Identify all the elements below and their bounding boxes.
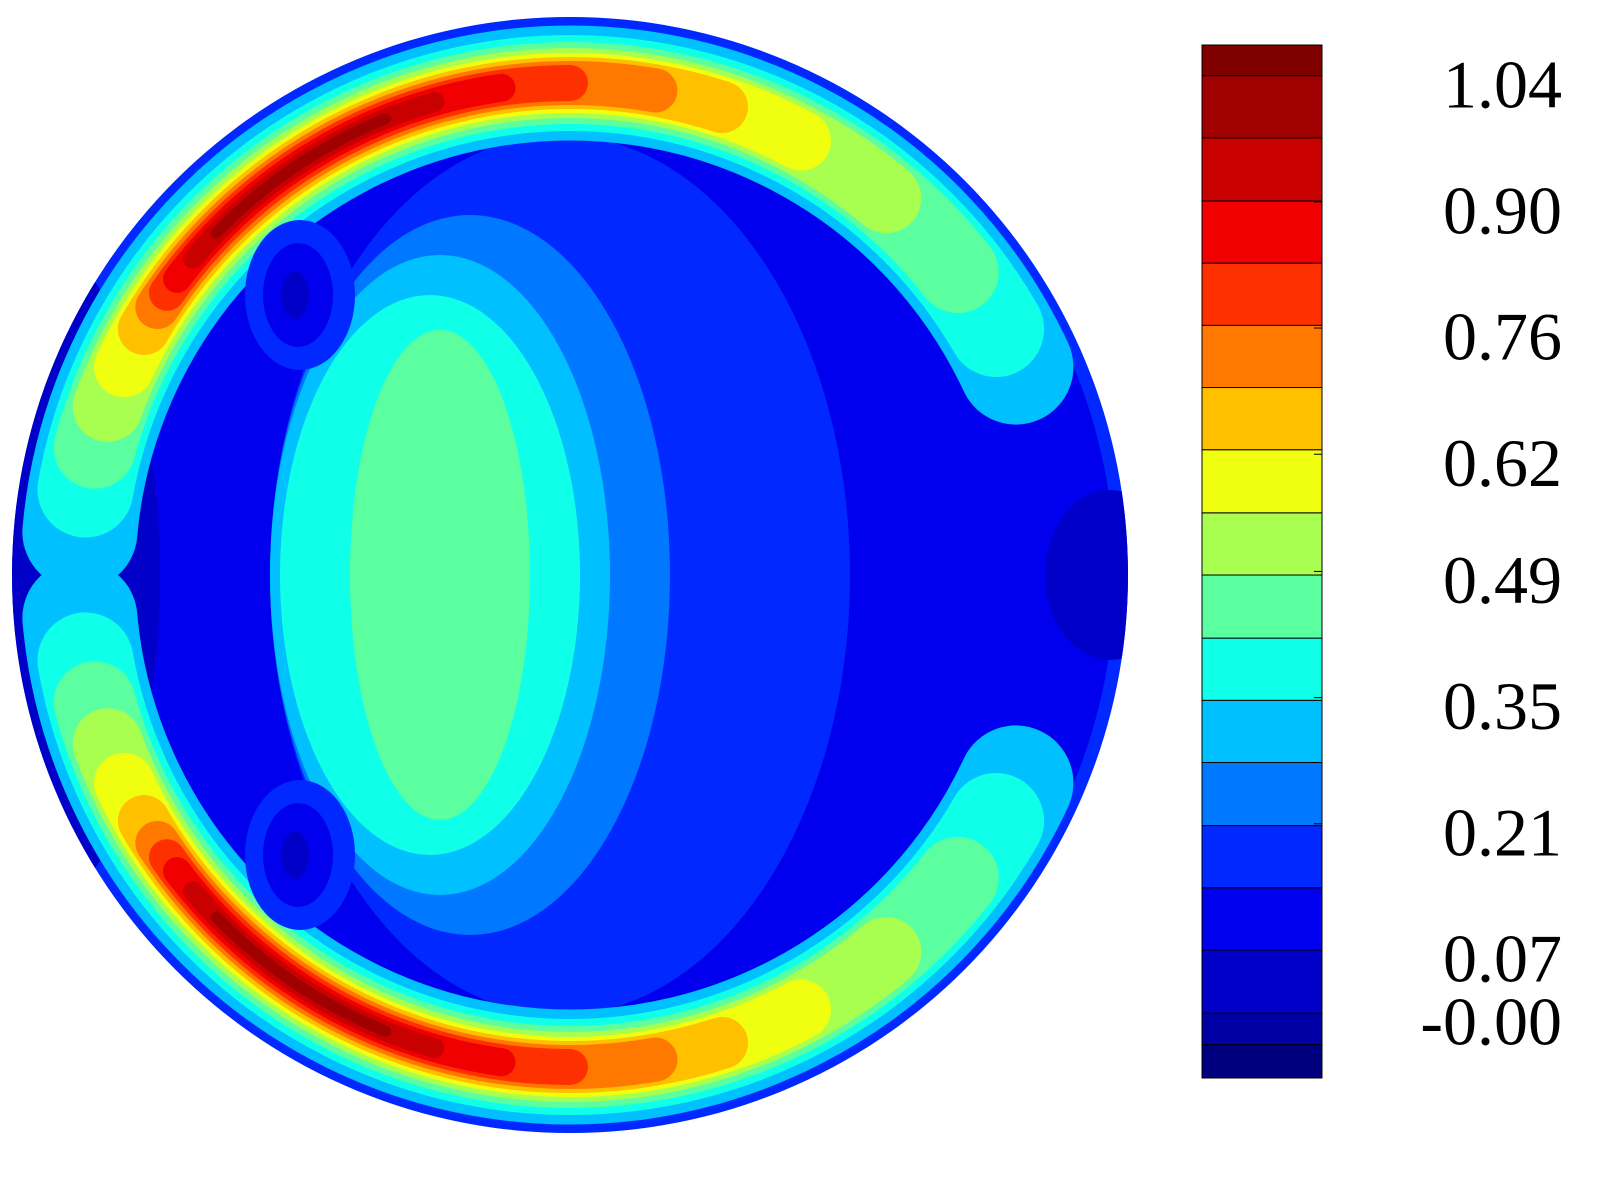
colorbar-tick-label: 0.90 (1443, 172, 1562, 248)
colorbar-band (1201, 949, 1323, 1014)
colorbar-tick-label: 0.76 (1443, 299, 1562, 375)
colorbar-band (1201, 574, 1323, 639)
colorbar-band (1201, 699, 1323, 764)
colorbar-band (1201, 387, 1323, 451)
colorbar-band (1201, 512, 1323, 576)
colorbar-tick-label: 0.35 (1443, 668, 1562, 744)
contour-region (281, 831, 309, 879)
colorbar-band (1201, 1044, 1323, 1079)
contour-field (12, 17, 1128, 1133)
colorbar-band (1201, 449, 1323, 514)
colorbar-band (1201, 887, 1323, 951)
colorbar-tick-label: -0.00 (1420, 984, 1562, 1060)
colorbar-band (1201, 637, 1323, 701)
contour-region (281, 271, 309, 319)
colorbar-band (1201, 262, 1323, 326)
colorbar-band (1201, 44, 1323, 77)
colorbar-band (1201, 75, 1323, 139)
colorbar-band (1201, 137, 1323, 202)
colorbar-tick-label: 1.04 (1443, 46, 1562, 122)
colorbar: 1.04 0.90 0.76 0.62 0.49 0.35 0.21 0.07-0.00 (1201, 44, 1562, 1079)
contour-region (210, 113, 392, 239)
colorbar-tick-label: 0.62 (1443, 425, 1562, 501)
contour-region (350, 330, 530, 820)
colorbar-band (1201, 1012, 1323, 1046)
colorbar-band (1201, 324, 1323, 389)
colorbar-tick-label: 0.07 (1443, 921, 1562, 997)
colorbar-band (1201, 825, 1323, 889)
colorbar-tick-label: 0.49 (1443, 542, 1562, 618)
contour-region (1045, 490, 1128, 660)
colorbar-tick-label: 0.21 (1443, 794, 1562, 870)
colorbar-band (1201, 200, 1323, 264)
colorbar-band (1201, 762, 1323, 827)
contour-region (210, 911, 392, 1037)
